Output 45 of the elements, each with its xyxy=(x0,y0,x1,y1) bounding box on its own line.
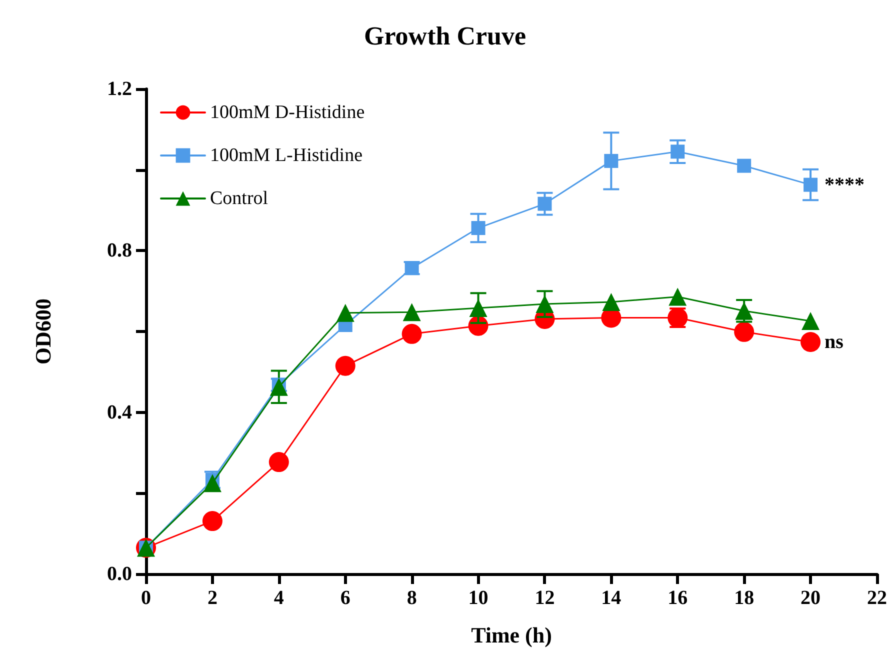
point xyxy=(734,322,754,342)
point xyxy=(336,304,354,322)
legend-label: 100mM D-Histidine xyxy=(210,102,365,123)
y-axis-title: OD600 xyxy=(30,298,56,364)
y-tick-label: 0.8 xyxy=(107,240,132,262)
annotation: ns xyxy=(824,331,844,354)
point xyxy=(203,474,222,492)
point xyxy=(604,154,618,168)
point xyxy=(402,303,421,322)
x-tick-label: 22 xyxy=(867,587,887,609)
point xyxy=(668,288,687,306)
point xyxy=(536,295,554,314)
x-tick-label: 4 xyxy=(274,587,284,609)
point xyxy=(202,511,222,532)
point xyxy=(800,332,821,352)
y-tick-label: 0.4 xyxy=(107,401,132,424)
x-tick-label: 14 xyxy=(601,587,622,609)
legend-label: Control xyxy=(210,188,268,209)
x-tick-label: 8 xyxy=(406,587,417,609)
point xyxy=(737,158,752,173)
point xyxy=(469,299,488,318)
point xyxy=(538,196,552,211)
legend-label: 100mM L-Histidine xyxy=(210,145,363,166)
x-tick-label: 16 xyxy=(668,587,688,609)
x-tick-label: 6 xyxy=(340,587,350,609)
point xyxy=(735,302,754,320)
chart-title: Growth Cruve xyxy=(364,22,526,50)
x-tick-label: 10 xyxy=(468,587,488,609)
point xyxy=(268,452,289,472)
point xyxy=(602,292,620,311)
point xyxy=(402,324,422,344)
point xyxy=(670,144,685,159)
y-tick-label: 1.2 xyxy=(107,78,132,100)
point xyxy=(335,356,356,376)
x-tick-label: 2 xyxy=(207,587,218,609)
point xyxy=(802,312,820,330)
annotation: **** xyxy=(824,174,865,196)
y-tick-label: 0.0 xyxy=(107,563,132,585)
point xyxy=(804,178,818,192)
x-tick-label: 0 xyxy=(141,587,151,609)
x-axis-title: Time (h) xyxy=(471,622,552,648)
x-tick-label: 12 xyxy=(534,587,555,609)
point xyxy=(471,221,486,236)
x-tick-label: 18 xyxy=(734,587,754,609)
x-tick-label: 20 xyxy=(800,587,821,609)
